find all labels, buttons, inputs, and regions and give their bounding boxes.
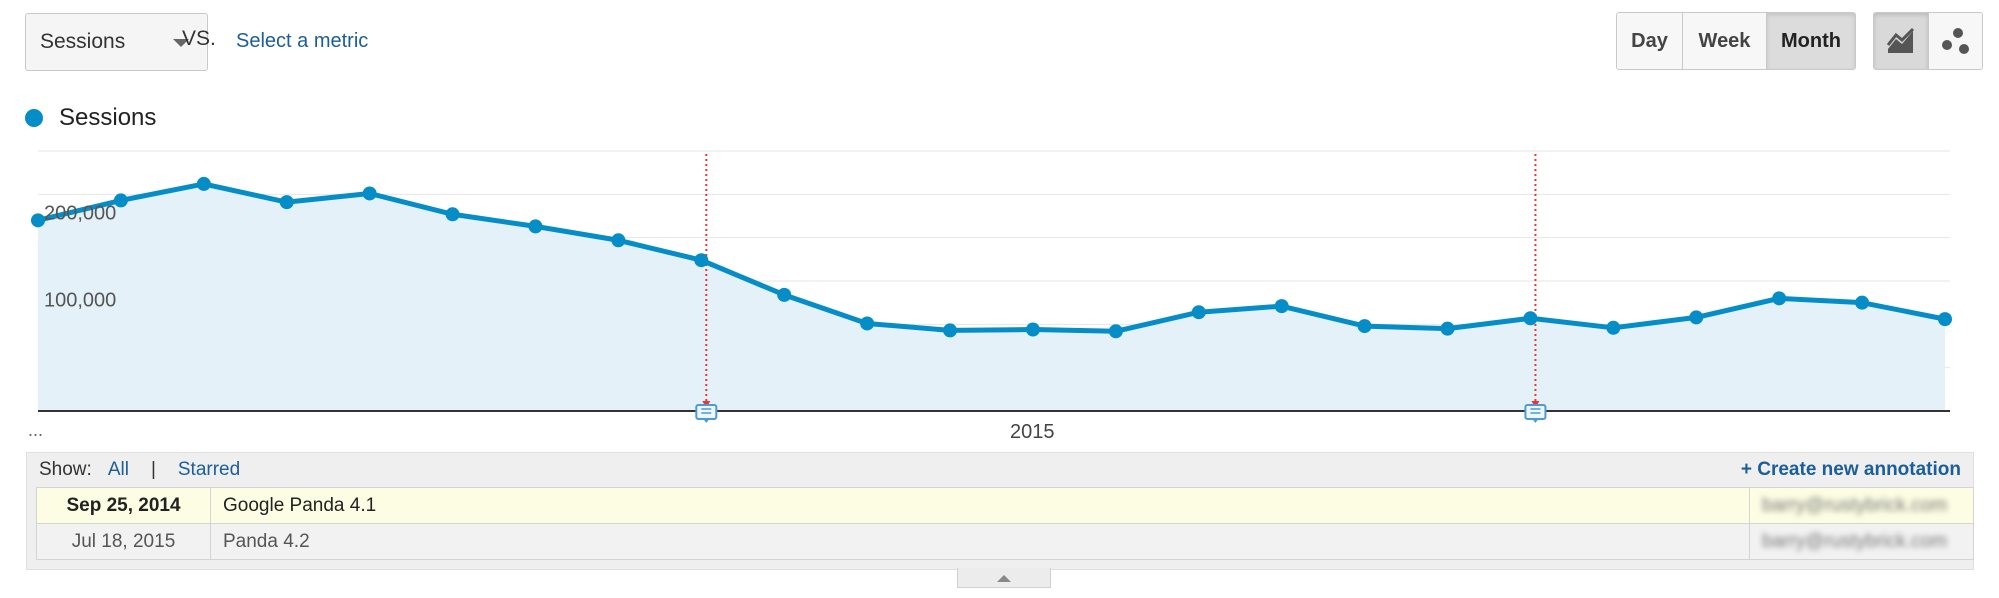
annotation-user: barry@rustybrick.com (1749, 523, 1974, 560)
select-metric-link[interactable]: Select a metric (236, 30, 369, 52)
chevron-up-icon (997, 574, 1011, 582)
data-point[interactable] (113, 193, 128, 208)
chart-view-selector (1873, 12, 1983, 70)
filter-separator: | (150, 459, 156, 480)
vs-label: VS. (182, 27, 216, 50)
annotation-text: Google Panda 4.1 (210, 487, 1750, 524)
data-point[interactable] (943, 323, 958, 338)
metric-dropdown-label: Sessions (40, 30, 126, 53)
data-point[interactable] (1772, 291, 1787, 306)
create-annotation-link[interactable]: + Create new annotation (1740, 459, 1961, 480)
chart-legend: Sessions (25, 104, 156, 132)
data-point[interactable] (777, 287, 792, 302)
data-point[interactable] (1606, 320, 1621, 335)
annotation-filter: Show: All | Starred (39, 453, 240, 487)
data-point[interactable] (1523, 311, 1538, 326)
period-week-button[interactable]: Week (1683, 13, 1767, 69)
data-point[interactable] (611, 233, 626, 248)
annotation-row[interactable]: Jul 18, 2015 Panda 4.2 barry@rustybrick.… (36, 523, 1974, 560)
metric-dropdown[interactable]: Sessions (25, 13, 208, 71)
data-point[interactable] (860, 316, 875, 331)
motion-chart-icon[interactable] (1928, 13, 1982, 69)
annotation-date: Sep 25, 2014 (36, 487, 211, 524)
show-all-link[interactable]: All (107, 459, 129, 480)
annotation-date: Jul 18, 2015 (36, 523, 211, 560)
data-point[interactable] (1855, 295, 1870, 310)
legend-swatch (25, 109, 43, 127)
data-point[interactable] (1357, 319, 1372, 334)
period-day-button[interactable]: Day (1617, 13, 1683, 69)
more-indicator[interactable]: ... (28, 420, 44, 440)
data-point[interactable] (1689, 310, 1704, 325)
data-point[interactable] (1440, 321, 1455, 336)
data-point[interactable] (694, 253, 709, 268)
show-starred-link[interactable]: Starred (177, 459, 241, 480)
legend-label: Sessions (59, 104, 157, 131)
chevron-down-icon (173, 39, 189, 47)
data-point[interactable] (528, 219, 543, 234)
data-point[interactable] (362, 186, 377, 201)
data-point[interactable] (1938, 312, 1952, 327)
data-point[interactable] (279, 195, 294, 210)
data-point[interactable] (1274, 299, 1289, 314)
annotations-panel: Show: All | Starred + Create new annotat… (26, 452, 1974, 570)
annotation-text: Panda 4.2 (210, 523, 1750, 560)
data-point[interactable] (1108, 324, 1123, 339)
y-tick-label: 100,000 (44, 289, 116, 311)
data-point[interactable] (31, 213, 45, 228)
data-point[interactable] (196, 176, 211, 191)
data-point[interactable] (1025, 322, 1040, 337)
period-selector: Day Week Month (1616, 12, 1856, 70)
line-chart-icon[interactable] (1874, 13, 1929, 69)
period-month-button[interactable]: Month (1767, 13, 1855, 69)
annotations-table: Sep 25, 2014 Google Panda 4.1 barry@rust… (36, 487, 1974, 560)
annotation-user: barry@rustybrick.com (1749, 487, 1974, 524)
y-tick-label: 200,000 (44, 203, 116, 225)
annotation-row[interactable]: Sep 25, 2014 Google Panda 4.1 barry@rust… (36, 487, 1974, 524)
show-label: Show: (39, 459, 92, 480)
data-point[interactable] (445, 207, 460, 222)
collapse-annotations-button[interactable] (957, 568, 1051, 588)
series-line (37, 181, 1946, 334)
series-area (38, 183, 1945, 411)
x-tick-label: 2015 (1010, 421, 1055, 443)
annotation-icon[interactable] (695, 404, 718, 423)
data-point[interactable] (1191, 305, 1206, 320)
annotation-icon[interactable] (1524, 404, 1547, 423)
